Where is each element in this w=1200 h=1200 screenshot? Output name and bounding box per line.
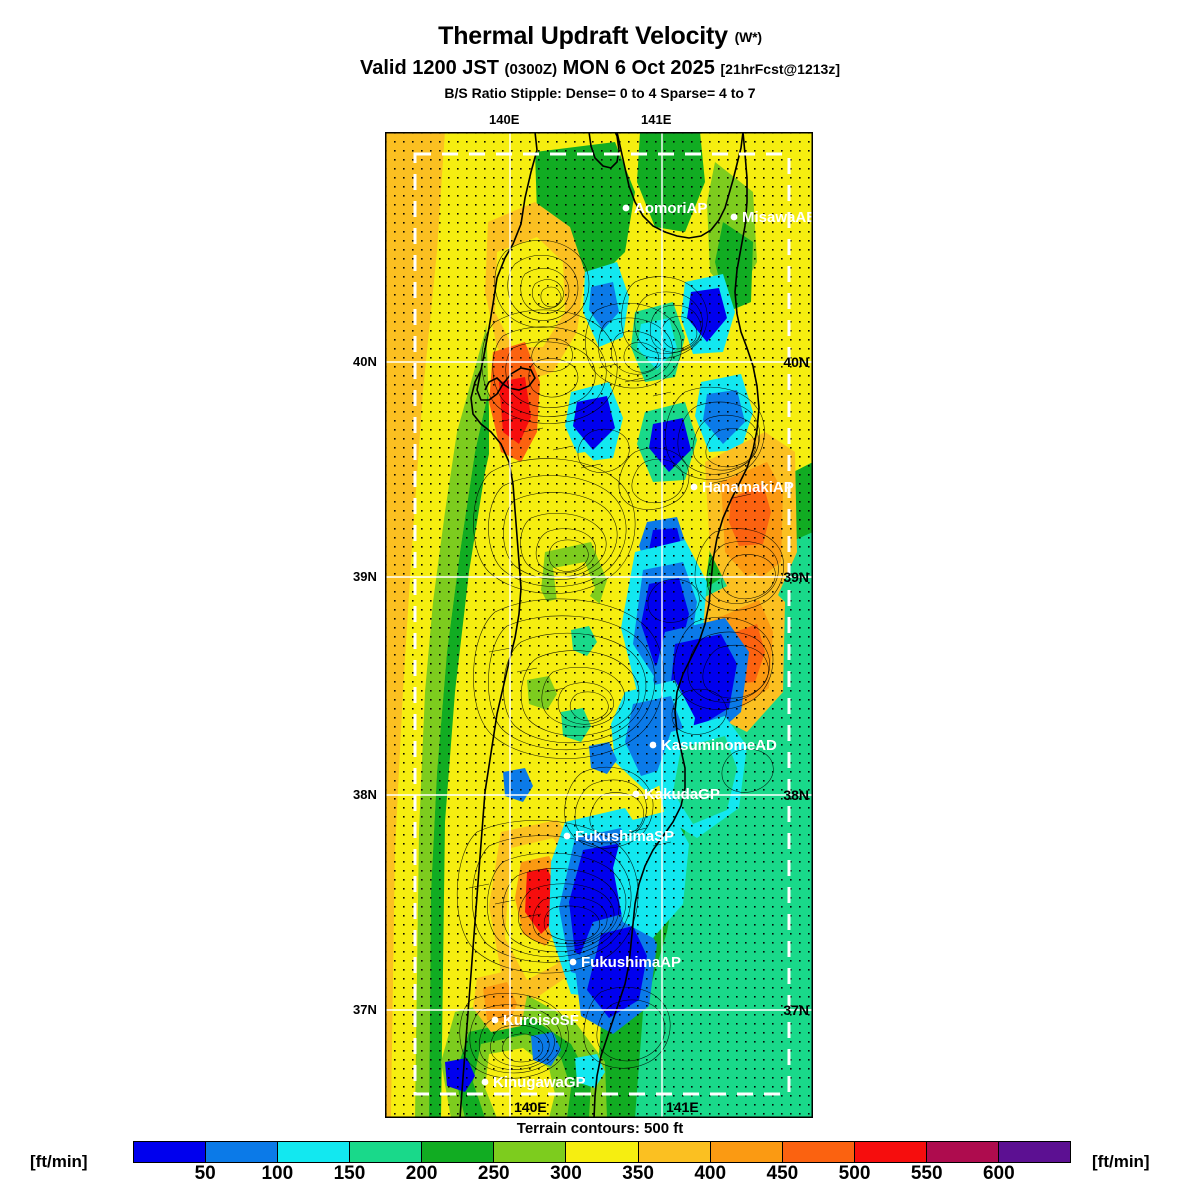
station-dot-icon [491,1016,499,1024]
station-dot-icon [481,1078,489,1086]
colorbar-swatch [925,1142,998,1162]
station-layer[interactable]: AomoriAP MisawaAB HanamakiAP KasuminomeAD Ka… [481,200,813,1091]
colorbar-swatch [134,1142,206,1162]
colorbar-swatch [781,1142,854,1162]
station-label: KakudaGP [644,786,720,803]
colorbar-tick: 300 [550,1163,582,1184]
colorbar-tick: 500 [838,1163,871,1184]
station-marker[interactable]: KinugawaGP [481,1074,586,1091]
colorbar-swatch [277,1142,350,1162]
colorbar-swatch [853,1142,926,1162]
colorbar-swatch [493,1142,566,1162]
latitude-label-right: 37N [783,1002,809,1018]
station-marker[interactable]: KakudaGP [632,786,720,803]
coastline [459,132,760,1118]
station-label: HanamakiAP [702,479,794,496]
colorbar-tick: 400 [694,1163,727,1184]
domain-boundary-dashed [413,152,791,1096]
station-label: KinugawaGP [493,1074,586,1091]
station-marker[interactable]: AomoriAP [622,200,708,217]
valid-time-utc: (0300Z) [504,61,558,78]
graticule-lines [385,132,813,1118]
forecast-map[interactable]: AomoriAP MisawaAB HanamakiAP KasuminomeAD Ka… [385,132,813,1118]
valid-time-line: Valid 1200 JST (0300Z) MON 6 Oct 2025 [2… [0,58,1200,78]
latitude-label-left: 37N [353,1002,377,1017]
colorbar[interactable] [133,1141,1071,1163]
colorbar-tick: 550 [910,1163,943,1184]
station-marker[interactable]: FukushimaAP [569,954,681,971]
station-dot-icon [649,741,657,749]
terrain-contour-note: Terrain contours: 500 ft [516,1120,684,1137]
unit-label-right: [ft/min] [1092,1152,1150,1171]
stipple-legend-note: B/S Ratio Stipple: Dense= 0 to 4 Sparse=… [444,85,756,101]
longitude-label-bottom: 140E [514,1099,547,1115]
page-title: Thermal Updraft Velocity (W*) [0,0,1200,49]
longitude-label-top: 140E [489,112,520,127]
colorbar-swatch [997,1142,1071,1162]
main-title-text: Thermal Updraft Velocity [438,22,728,50]
station-label: FukushimaAP [581,954,681,971]
colorbar-swatch [709,1142,782,1162]
colorbar-swatch [205,1142,278,1162]
colorbar-tick: 600 [982,1163,1015,1184]
station-label: KasuminomeAD [661,737,777,754]
map-frame [385,132,813,1118]
valid-time-local: Valid 1200 JST [360,57,499,79]
station-dot-icon [690,483,698,491]
forecast-tag: [21hrFcst@1213z] [720,61,840,77]
colorbar-tick: 450 [766,1163,799,1184]
colorbar-tick: 250 [477,1163,510,1184]
latitude-label-right: 39N [783,569,809,585]
station-label: AomoriAP [634,200,707,217]
colorbar-swatch [349,1142,422,1162]
variable-symbol: (W*) [734,29,762,45]
colorbar-tick: 350 [622,1163,654,1184]
valid-date: MON 6 Oct 2025 [562,57,715,79]
colorbar-swatch [565,1142,638,1162]
station-marker[interactable]: FukushimaSP [563,828,675,845]
latitude-label-left: 40N [353,354,377,369]
stipple-dense-overlay [385,132,813,1118]
station-marker[interactable]: KuroisoSF [491,1012,579,1029]
station-marker[interactable]: HanamakiAP [690,479,794,496]
colorbar-tick: 200 [405,1163,438,1184]
inmap-axis-labels: 140E 141E 40N 39N 38N 37N [514,354,809,1115]
latitude-label-left: 39N [353,569,377,584]
station-marker[interactable]: MisawaAB [730,209,813,226]
colorbar-tick: 150 [333,1163,366,1184]
station-dot-icon [632,790,640,798]
station-dot-icon [622,204,630,212]
station-label: MisawaAB [742,209,813,226]
longitude-label-bottom: 141E [666,1099,699,1115]
station-label: FukushimaSP [575,828,674,845]
colorbar-swatch [421,1142,494,1162]
longitude-label-top: 141E [641,112,672,127]
station-label: KuroisoSF [503,1012,579,1029]
colorbar-swatch [637,1142,710,1162]
latitude-label-right: 40N [783,354,809,370]
station-dot-icon [569,958,577,966]
unit-label-left: [ft/min] [30,1152,88,1171]
latitude-label-left: 38N [353,787,377,802]
colorbar-tick-labels: 50 100 150 200 250 300 350 400 450 500 550 600 [133,1164,1071,1190]
station-marker[interactable]: KasuminomeAD [649,737,777,754]
latitude-label-right: 38N [783,787,809,803]
station-dot-icon [730,213,738,221]
station-dot-icon [563,832,571,840]
title-block: Thermal Updraft Velocity (W*) Valid 1200… [0,0,1200,101]
colorbar-tick: 100 [261,1163,294,1184]
map-canvas[interactable]: AomoriAP MisawaAB HanamakiAP KasuminomeAD Ka… [385,132,813,1118]
colorbar-tick: 50 [194,1163,216,1184]
